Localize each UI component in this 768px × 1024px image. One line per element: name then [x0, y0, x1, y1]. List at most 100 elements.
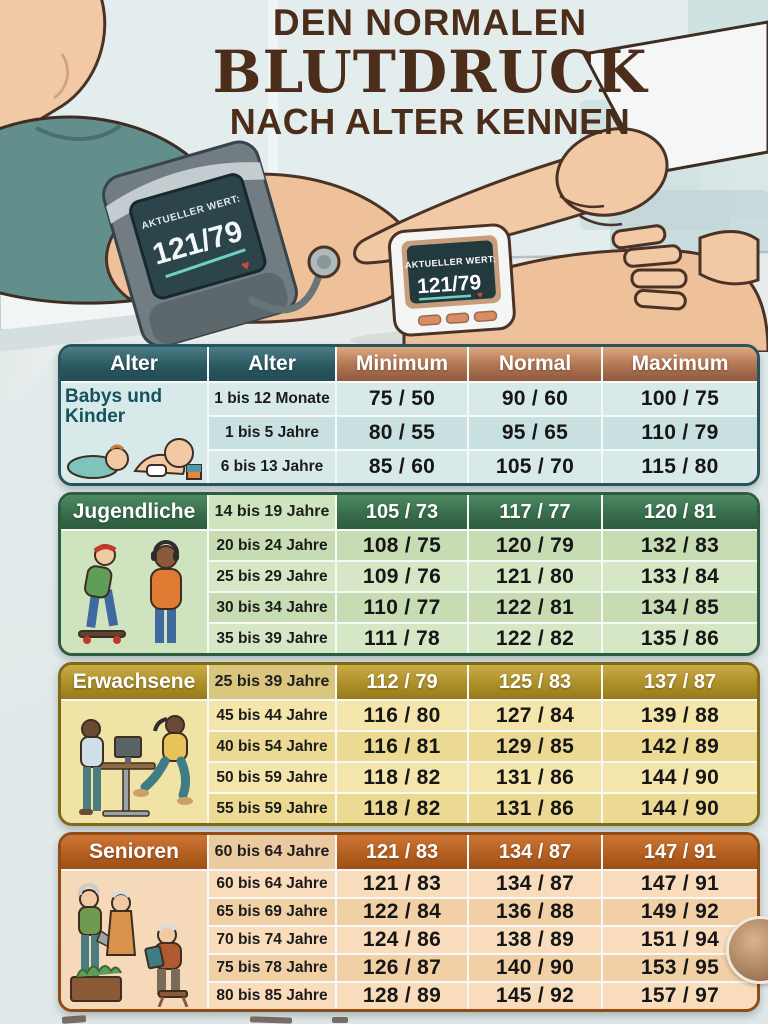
value-cell-minimum: 108 / 75	[337, 531, 467, 560]
value-cell-maximum: 135 / 86	[603, 624, 757, 653]
age-cell: 35 bis 39 Jahre	[209, 624, 335, 653]
value-cell-minimum: 122 / 84	[337, 899, 467, 925]
cut-off-text-fragment	[332, 1017, 348, 1023]
monitor-button	[473, 310, 498, 322]
value-cell-normal: 129 / 85	[469, 732, 601, 761]
value-cell-maximum: 144 / 90	[603, 794, 757, 823]
value-cell-maximum: 144 / 90	[603, 763, 757, 792]
value-cell-maximum: 142 / 89	[603, 732, 757, 761]
value-cell-normal: 134 / 87	[469, 871, 601, 897]
value-cell-maximum: 149 / 92	[603, 899, 757, 925]
group-band-label: Senioren	[61, 835, 207, 869]
band-value-minimum: 105 / 73	[337, 495, 467, 529]
value-cell-minimum: 111 / 78	[337, 624, 467, 653]
value-cell-minimum: 109 / 76	[337, 562, 467, 591]
age-cell: 40 bis 54 Jahre	[209, 732, 335, 761]
value-cell-minimum: 75 / 50	[337, 383, 467, 415]
value-cell-normal: 90 / 60	[469, 383, 601, 415]
group-band-label: Jugendliche	[61, 495, 207, 529]
value-cell-maximum: 132 / 83	[603, 531, 757, 560]
wrist-monitor-screen	[406, 240, 496, 304]
value-cell-normal: 140 / 90	[469, 955, 601, 981]
value-cell-minimum: 128 / 89	[337, 983, 467, 1009]
group-cell-seniors	[61, 871, 207, 1009]
age-cell: 1 bis 12 Monate	[209, 383, 335, 415]
table-section-seniors: Senioren 60 bis 64 Jahre 121 / 83 134 / …	[58, 832, 760, 1012]
monitor-button	[445, 312, 470, 324]
cuff-display	[129, 173, 267, 300]
value-cell-maximum: 115 / 80	[603, 451, 757, 483]
age-cell: 1 bis 5 Jahre	[209, 417, 335, 449]
cut-off-text-fragment	[61, 1015, 87, 1024]
wrist-display-reading: 121/79	[416, 271, 482, 298]
band-value-normal: 125 / 83	[469, 665, 601, 699]
value-cell-minimum: 118 / 82	[337, 794, 467, 823]
value-cell-minimum: 118 / 82	[337, 763, 467, 792]
band-age-cell: 25 bis 39 Jahre	[209, 665, 335, 699]
column-header-alter-age: Alter	[209, 347, 335, 381]
value-cell-maximum: 139 / 88	[603, 701, 757, 730]
value-cell-normal: 122 / 81	[469, 593, 601, 622]
age-cell: 30 bis 34 Jahre	[209, 593, 335, 622]
value-cell-normal: 122 / 82	[469, 624, 601, 653]
value-cell-normal: 138 / 89	[469, 927, 601, 953]
column-header-normal: Normal	[469, 347, 601, 381]
value-cell-normal: 121 / 80	[469, 562, 601, 591]
blood-pressure-cuff: AKTUELLER WERT: 121/79 ♥	[102, 140, 298, 348]
arm-with-cuff: AKTUELLER WERT: 121/79 ♥	[102, 140, 418, 348]
value-cell-minimum: 116 / 81	[337, 732, 467, 761]
band-age-cell: 14 bis 19 Jahre	[209, 495, 335, 529]
cuff-tube	[248, 268, 324, 314]
group-label: Babys und Kinder	[65, 386, 163, 427]
title-line-3: NACH ALTER KENNEN	[229, 101, 631, 142]
band-value-normal: 117 / 77	[469, 495, 601, 529]
table-section-adults: Erwachsene 25 bis 39 Jahre 112 / 79 125 …	[58, 662, 760, 826]
band-value-normal: 134 / 87	[469, 835, 601, 869]
value-cell-normal: 127 / 84	[469, 701, 601, 730]
column-header-alter-group: Alter	[61, 347, 207, 381]
band-value-maximum: 120 / 81	[603, 495, 757, 529]
value-cell-normal: 105 / 70	[469, 451, 601, 483]
age-cell: 80 bis 85 Jahre	[209, 983, 335, 1009]
value-cell-normal: 95 / 65	[469, 417, 601, 449]
value-cell-minimum: 116 / 80	[337, 701, 467, 730]
band-value-minimum: 112 / 79	[337, 665, 467, 699]
age-cell: 50 bis 59 Jahre	[209, 763, 335, 792]
table-section-teens: Jugendliche 14 bis 19 Jahre 105 / 73 117…	[58, 492, 760, 656]
value-cell-maximum: 100 / 75	[603, 383, 757, 415]
value-cell-minimum: 124 / 86	[337, 927, 467, 953]
forearm-with-wrist-monitor: AKTUELLER WERT: 121/79 ♥	[387, 223, 768, 352]
age-cell: 55 bis 59 Jahre	[209, 794, 335, 823]
age-cell: 45 bis 44 Jahre	[209, 701, 335, 730]
page-title: DEN NORMALEN BLUTDRUCK NACH ALTER KENNEN	[130, 3, 730, 142]
age-cell: 6 bis 13 Jahre	[209, 451, 335, 483]
value-cell-minimum: 126 / 87	[337, 955, 467, 981]
heart-icon: ♥	[477, 290, 484, 301]
value-cell-normal: 145 / 92	[469, 983, 601, 1009]
value-cell-minimum: 121 / 83	[337, 871, 467, 897]
column-header-maximum: Maximum	[603, 347, 757, 381]
age-cell: 65 bis 69 Jahre	[209, 899, 335, 925]
band-value-minimum: 121 / 83	[337, 835, 467, 869]
babies-illustration	[67, 437, 202, 480]
value-cell-minimum: 85 / 60	[337, 451, 467, 483]
cut-off-text-fragment	[249, 1016, 293, 1024]
wrist-monitor: AKTUELLER WERT: 121/79 ♥	[387, 223, 516, 337]
band-value-maximum: 147 / 91	[603, 835, 757, 869]
age-cell: 60 bis 64 Jahre	[209, 871, 335, 897]
curled-hand	[611, 224, 760, 311]
value-cell-maximum: 134 / 85	[603, 593, 757, 622]
band-age-cell: 60 bis 64 Jahre	[209, 835, 335, 869]
band-value-maximum: 137 / 87	[603, 665, 757, 699]
seniors-illustration	[70, 883, 189, 1007]
group-band-label: Erwachsene	[61, 665, 207, 699]
column-header-minimum: Minimum	[337, 347, 467, 381]
value-cell-maximum: 110 / 79	[603, 417, 757, 449]
value-cell-normal: 131 / 86	[469, 763, 601, 792]
desk-edge	[0, 352, 58, 415]
value-cell-normal: 120 / 79	[469, 531, 601, 560]
value-cell-maximum: 133 / 84	[603, 562, 757, 591]
value-cell-maximum: 147 / 91	[603, 871, 757, 897]
age-cell: 70 bis 74 Jahre	[209, 927, 335, 953]
